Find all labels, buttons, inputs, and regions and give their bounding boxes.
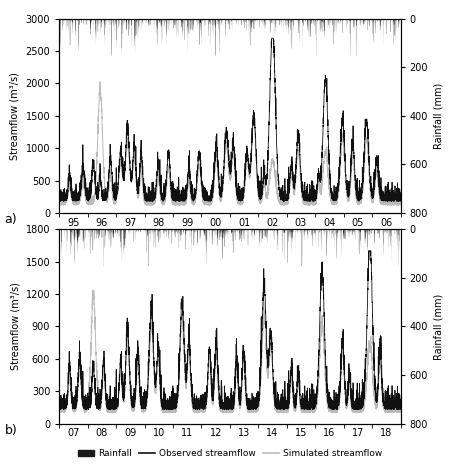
Legend: Rainfall, Observed streamflow, Simulated streamflow: Rainfall, Observed streamflow, Simulated… xyxy=(74,446,385,462)
Legend: Rainfall, Observed streamflow, Simulated streamflow: Rainfall, Observed streamflow, Simulated… xyxy=(74,235,385,251)
Y-axis label: Streamflow (m³/s): Streamflow (m³/s) xyxy=(10,72,20,160)
Text: a): a) xyxy=(5,213,18,226)
Y-axis label: Rainfall (mm): Rainfall (mm) xyxy=(434,83,444,149)
Y-axis label: Streamflow (m³/s): Streamflow (m³/s) xyxy=(10,283,20,370)
Y-axis label: Rainfall (mm): Rainfall (mm) xyxy=(434,293,444,359)
Text: b): b) xyxy=(5,424,18,437)
